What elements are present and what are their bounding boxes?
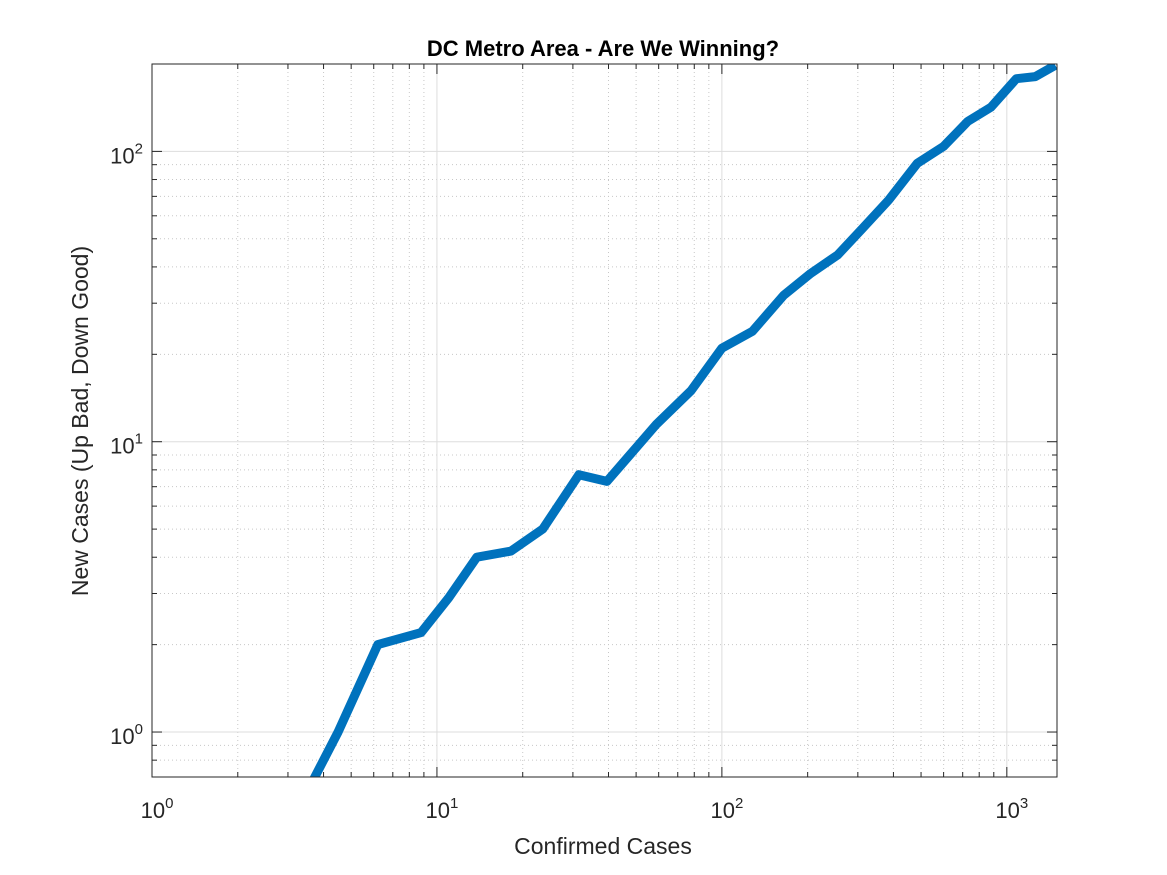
series-line-1 [309,64,1057,777]
x-tick-labels: 100 101 102 103 [141,795,1029,823]
x-tick-label: 100 [141,795,174,823]
y-tick-labels: 100 101 102 [110,140,143,749]
x-tick-label: 101 [426,795,459,823]
plot-frame [151,63,1058,778]
series-layer [309,64,1057,777]
x-axis-label: Confirmed Cases [514,833,692,859]
x-tick-label: 103 [995,795,1028,823]
x-tick-label: 102 [710,795,743,823]
y-tick-label: 101 [110,431,143,459]
chart-title: DC Metro Area - Are We Winning? [427,36,779,61]
y-tick-label: 102 [110,140,143,168]
axis-ticks [151,63,1057,778]
y-axis-label: New Cases (Up Bad, Down Good) [67,246,93,596]
y-tick-label: 100 [110,721,143,749]
